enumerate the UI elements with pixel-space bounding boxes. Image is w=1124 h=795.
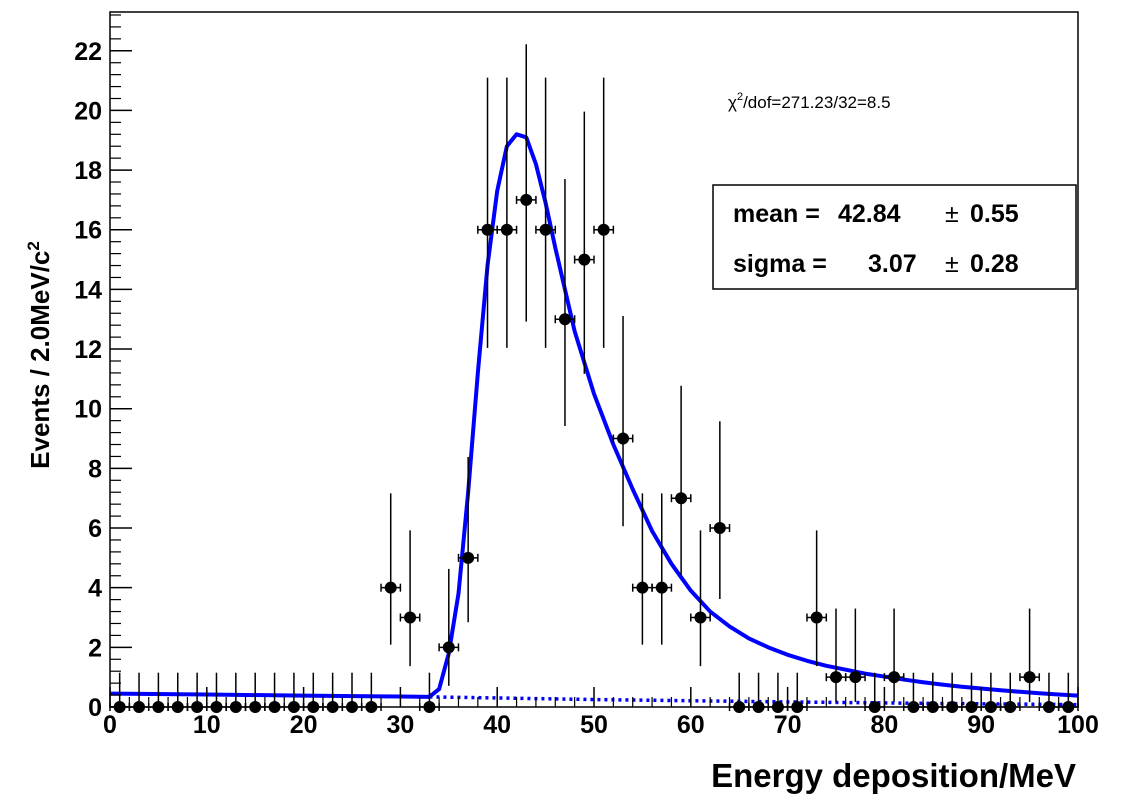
mean-pm: ± bbox=[945, 200, 959, 228]
mean-error: 0.55 bbox=[970, 200, 1019, 228]
data-point bbox=[690, 530, 711, 667]
data-marker bbox=[694, 611, 707, 624]
data-point bbox=[554, 179, 576, 427]
y-tick-label: 14 bbox=[74, 276, 102, 304]
x-tick-label: 0 bbox=[103, 711, 117, 739]
data-point bbox=[515, 44, 537, 322]
x-tick-label: 50 bbox=[580, 711, 608, 739]
data-marker bbox=[597, 223, 610, 236]
data-point bbox=[844, 608, 866, 702]
data-marker bbox=[675, 492, 688, 505]
data-point bbox=[883, 608, 905, 702]
x-tick-label: 80 bbox=[870, 711, 898, 739]
x-tick-label: 10 bbox=[193, 711, 221, 739]
data-point bbox=[631, 493, 653, 645]
data-marker bbox=[888, 671, 901, 684]
data-point bbox=[651, 493, 673, 645]
data-marker bbox=[810, 611, 823, 624]
data-marker bbox=[539, 223, 552, 236]
y-tick-label: 18 bbox=[74, 157, 102, 185]
chi2-symbol: χ bbox=[728, 93, 737, 112]
data-marker bbox=[500, 223, 513, 236]
y-tick-label: 10 bbox=[74, 396, 102, 424]
sigma-label: sigma = bbox=[733, 250, 827, 278]
stats-box: mean = 42.84 ±0.55 sigma = 3.07 ±0.28 bbox=[712, 184, 1077, 290]
x-tick-label: 30 bbox=[386, 711, 414, 739]
data-point bbox=[1019, 608, 1041, 702]
chi2-superscript: 2 bbox=[737, 91, 743, 103]
y-tick-label: 22 bbox=[74, 38, 102, 66]
y-tick-label: 2 bbox=[88, 634, 102, 662]
data-point bbox=[593, 77, 615, 348]
data-marker bbox=[849, 671, 862, 684]
y-axis-title-main: Events / 2.0MeV/c bbox=[25, 251, 55, 469]
y-tick-label: 20 bbox=[74, 97, 102, 125]
y-tick-label: 8 bbox=[88, 455, 102, 483]
x-tick-label: 70 bbox=[774, 711, 802, 739]
data-marker bbox=[558, 313, 571, 326]
y-tick-label: 6 bbox=[88, 515, 102, 543]
chi2-rest: /dof=271.23/32=8.5 bbox=[743, 93, 890, 112]
y-tick-label: 0 bbox=[88, 694, 102, 722]
x-tick-label: 40 bbox=[483, 711, 511, 739]
data-point bbox=[535, 77, 557, 348]
data-marker bbox=[1023, 671, 1036, 684]
sigma-error: 0.28 bbox=[970, 250, 1019, 278]
mean-stat: mean = 42.84 ±0.55 bbox=[733, 200, 1019, 228]
data-marker bbox=[442, 641, 455, 654]
data-marker bbox=[404, 611, 417, 624]
data-point bbox=[438, 568, 460, 686]
sigma-value: 3.07 bbox=[868, 250, 917, 278]
x-axis-title: Energy deposition/MeV bbox=[711, 757, 1076, 794]
data-point bbox=[399, 530, 421, 667]
data-marker bbox=[636, 581, 649, 594]
data-marker bbox=[617, 432, 630, 445]
x-tick-label: 60 bbox=[677, 711, 705, 739]
data-marker bbox=[462, 551, 475, 564]
y-tick-label: 4 bbox=[88, 575, 102, 603]
axis-ticks: 0 10 20 30 40 50 60 70 80 90 100 0 2 4 6 8 10 12 14 16 18 20 2… bbox=[74, 14, 1099, 739]
data-marker bbox=[713, 522, 726, 535]
data-point bbox=[612, 315, 634, 527]
data-marker bbox=[578, 253, 591, 266]
sigma-stat: sigma = 3.07 ±0.28 bbox=[733, 250, 1019, 278]
mean-value: 42.84 bbox=[838, 200, 901, 228]
data-marker bbox=[830, 671, 842, 684]
y-axis-title-sup: 2 bbox=[24, 241, 43, 250]
mean-label: mean = bbox=[733, 200, 820, 228]
data-marker bbox=[655, 581, 668, 594]
x-tick-label: 20 bbox=[290, 711, 318, 739]
data-marker bbox=[384, 581, 397, 594]
data-point bbox=[496, 77, 518, 348]
data-point bbox=[457, 457, 479, 623]
x-tick-label: 90 bbox=[967, 711, 995, 739]
data-point bbox=[670, 385, 692, 576]
y-tick-label: 16 bbox=[74, 217, 102, 245]
data-point bbox=[806, 530, 828, 667]
data-point bbox=[709, 421, 731, 600]
data-marker bbox=[481, 223, 494, 236]
x-tick-label: 100 bbox=[1057, 711, 1099, 739]
y-axis-title: Events / 2.0MeV/c2 bbox=[24, 241, 55, 469]
y-tick-label: 12 bbox=[74, 336, 102, 364]
data-marker bbox=[520, 193, 533, 206]
data-point bbox=[380, 493, 402, 645]
data-point bbox=[573, 111, 595, 374]
sigma-pm: ± bbox=[945, 250, 959, 278]
chi2-annotation: χ2/dof=271.23/32=8.5 bbox=[728, 91, 891, 112]
